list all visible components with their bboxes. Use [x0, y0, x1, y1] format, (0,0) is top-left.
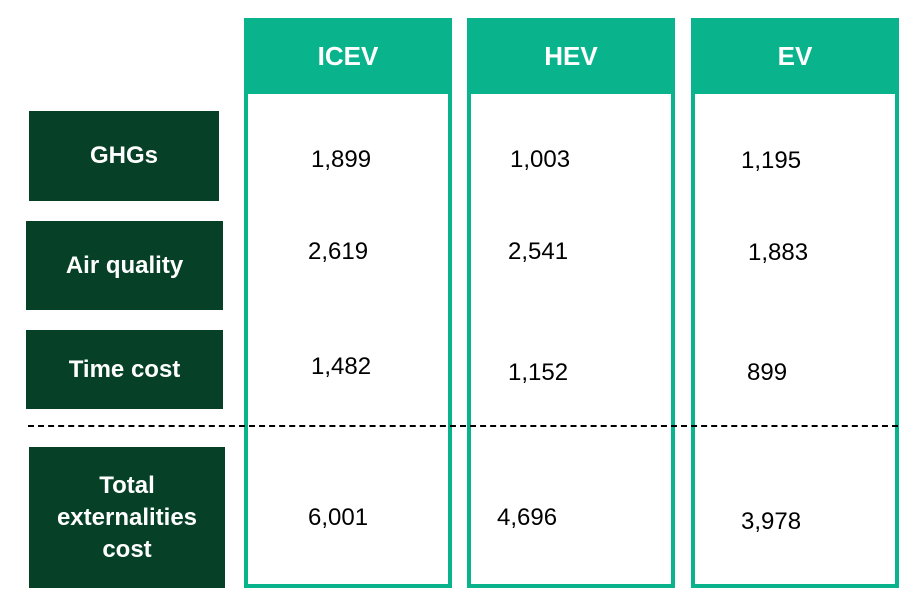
column-header-ev: EV: [691, 18, 899, 94]
column-ev: EV: [691, 18, 899, 588]
value-total-hev: 4,696: [497, 504, 558, 531]
value-air-quality-icev: 2,619: [308, 238, 369, 265]
value-ghgs-ev: 1,195: [741, 147, 802, 174]
total-separator-line: [28, 425, 898, 427]
column-hev: HEV: [467, 18, 675, 588]
value-time-cost-hev: 1,152: [508, 359, 569, 386]
value-ghgs-hev: 1,003: [510, 146, 571, 173]
row-label-ghgs: GHGs: [29, 111, 219, 201]
row-label-time-cost: Time cost: [26, 330, 223, 409]
value-total-ev: 3,978: [741, 508, 802, 535]
value-ghgs-icev: 1,899: [311, 146, 372, 173]
value-air-quality-hev: 2,541: [508, 238, 569, 265]
row-label-line: Total: [99, 471, 155, 499]
row-label-line: externalities: [56, 503, 198, 531]
value-time-cost-ev: 899: [747, 359, 788, 386]
row-label-line: cost: [102, 535, 152, 563]
column-header-hev: HEV: [467, 18, 675, 94]
row-label-air-quality: Air quality: [26, 221, 223, 310]
value-time-cost-icev: 1,482: [311, 353, 372, 380]
value-total-icev: 6,001: [308, 504, 369, 531]
row-label-total-externalities-cost: Total externalities cost: [29, 447, 225, 588]
value-air-quality-ev: 1,883: [748, 239, 809, 266]
column-icev: ICEV: [244, 18, 452, 588]
column-header-icev: ICEV: [244, 18, 452, 94]
